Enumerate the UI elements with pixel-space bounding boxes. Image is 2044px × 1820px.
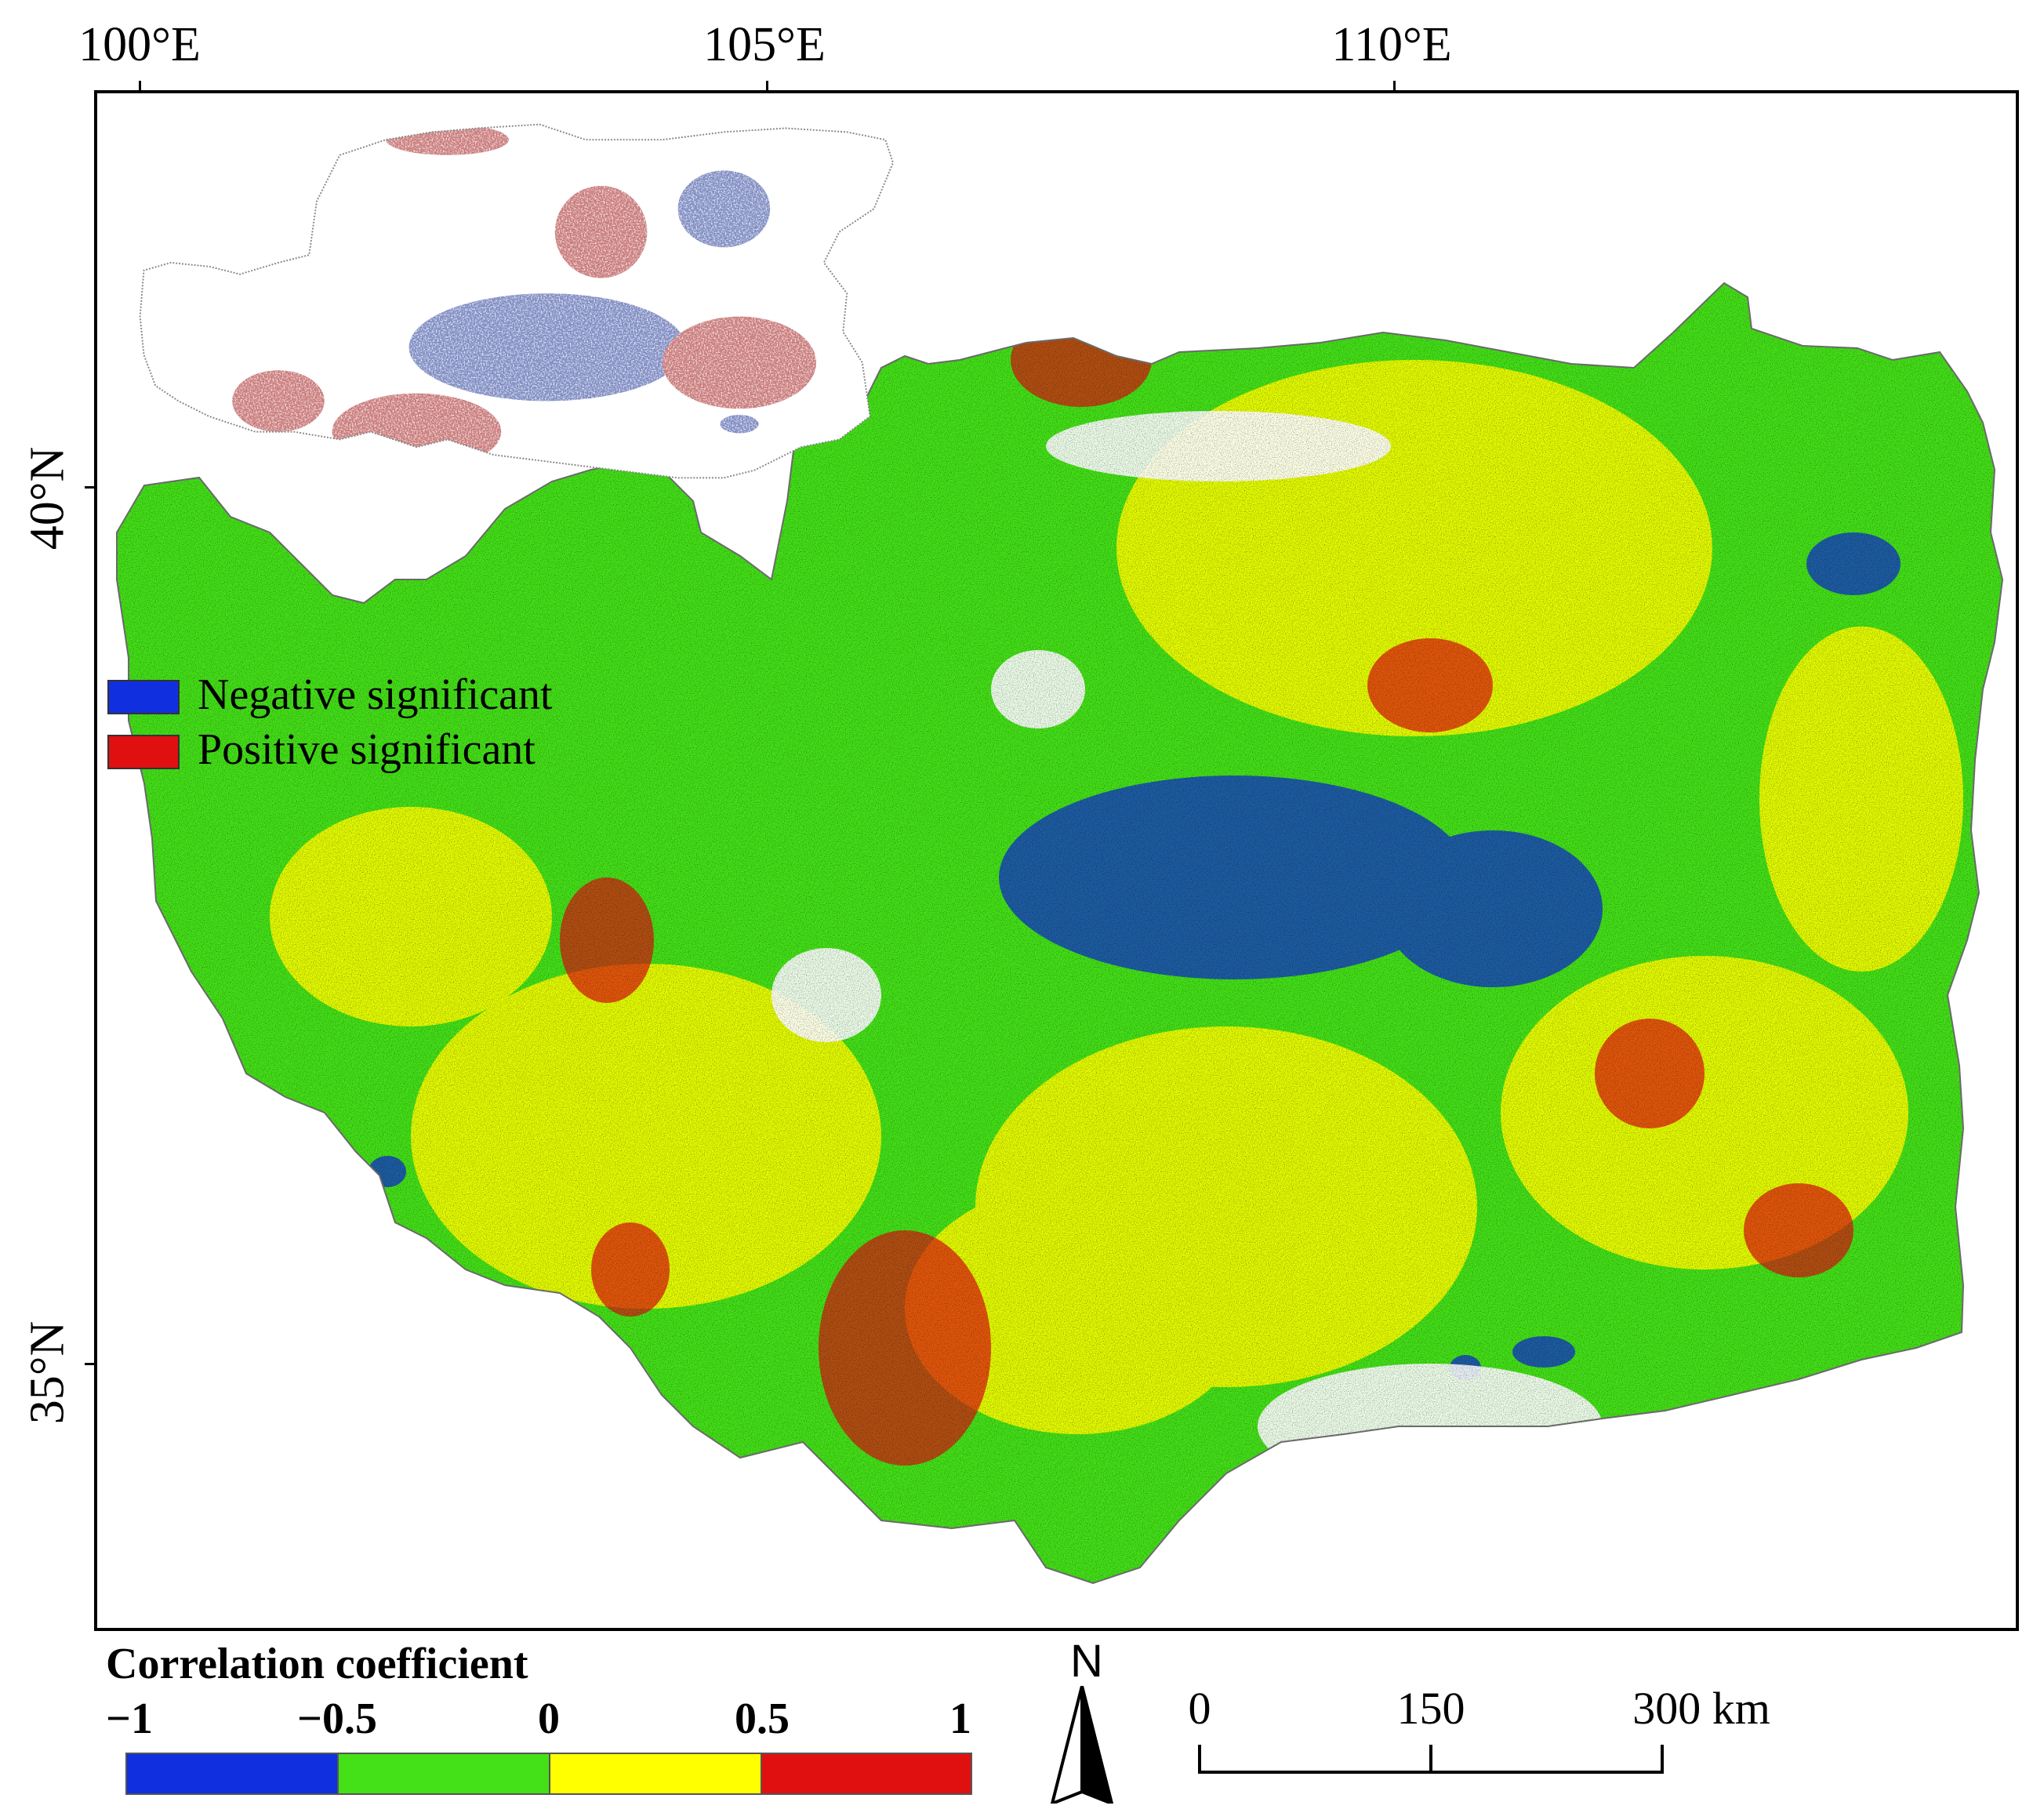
colorbar-tick-05: 0.5 bbox=[735, 1695, 790, 1743]
tick-105e bbox=[766, 81, 768, 92]
legend-swatch-positive bbox=[107, 735, 180, 769]
tick-40n bbox=[85, 486, 96, 489]
colorbar-tick-1: 1 bbox=[949, 1695, 971, 1743]
lon-label-105e: 105°E bbox=[703, 18, 826, 71]
north-arrow-label: N bbox=[1070, 1636, 1103, 1687]
scale-bar bbox=[1198, 1745, 1664, 1774]
lon-label-110e: 110°E bbox=[1331, 18, 1452, 71]
tick-35n bbox=[85, 1363, 96, 1365]
scale-label-300: 300 km bbox=[1632, 1683, 1770, 1734]
colorbar-segment-blue bbox=[125, 1753, 339, 1795]
colorbar-title: Correlation coefficient bbox=[106, 1640, 528, 1688]
north-arrow-icon bbox=[1051, 1686, 1113, 1804]
tick-100e bbox=[139, 81, 141, 92]
legend-label-negative: Negative significant bbox=[198, 670, 553, 719]
tick-110e bbox=[1393, 81, 1396, 92]
colorbar-tick-neg1: −1 bbox=[106, 1695, 153, 1743]
colorbar-segment-green bbox=[337, 1753, 550, 1795]
scale-label-150: 150 bbox=[1396, 1683, 1465, 1734]
colorbar-segment-yellow bbox=[549, 1753, 762, 1795]
lon-label-100e: 100°E bbox=[78, 18, 201, 71]
legend-swatch-negative bbox=[107, 680, 180, 714]
colorbar-tick-neg05: −0.5 bbox=[297, 1695, 377, 1743]
colorbar-tick-0: 0 bbox=[538, 1695, 560, 1743]
lat-label-35n: 35°N bbox=[20, 1320, 74, 1425]
inset-speckle bbox=[140, 124, 893, 478]
inset-significance-map bbox=[139, 123, 894, 479]
legend-label-positive: Positive significant bbox=[198, 725, 536, 774]
scale-label-0: 0 bbox=[1188, 1683, 1211, 1734]
map-canvas bbox=[116, 123, 2003, 1584]
correlation-raster bbox=[117, 283, 2002, 1583]
colorbar-segment-red bbox=[761, 1753, 972, 1795]
map-frame: Negative significant Positive significan… bbox=[94, 90, 2019, 1631]
lat-label-40n: 40°N bbox=[20, 446, 74, 550]
